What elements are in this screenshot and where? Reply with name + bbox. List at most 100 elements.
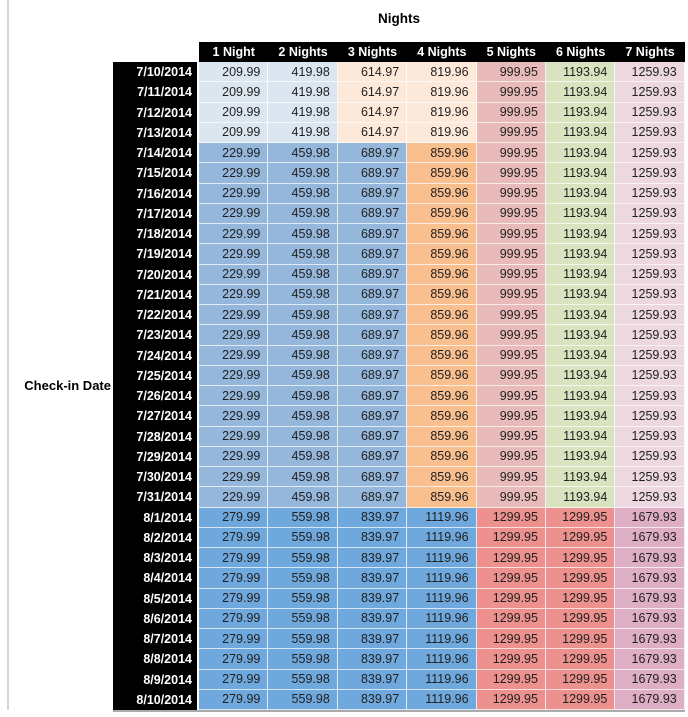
price-cell[interactable]: 859.96 xyxy=(407,305,477,326)
price-cell[interactable]: 1299.95 xyxy=(545,548,616,569)
price-cell[interactable]: 1259.93 xyxy=(615,365,685,386)
price-cell[interactable]: 999.95 xyxy=(476,406,546,427)
price-cell[interactable]: 1193.94 xyxy=(545,122,616,143)
price-cell[interactable]: 859.96 xyxy=(407,446,477,467)
price-cell[interactable]: 1299.95 xyxy=(545,507,616,528)
price-cell[interactable]: 1259.93 xyxy=(615,426,685,447)
price-cell[interactable]: 1259.93 xyxy=(615,284,685,305)
price-cell[interactable]: 999.95 xyxy=(476,284,546,305)
price-cell[interactable]: 1299.95 xyxy=(545,527,616,548)
price-cell[interactable]: 1193.94 xyxy=(545,264,616,285)
price-cell[interactable]: 1119.96 xyxy=(407,629,477,650)
price-cell[interactable]: 999.95 xyxy=(476,102,546,123)
price-cell[interactable]: 999.95 xyxy=(476,82,546,103)
row-header-date[interactable]: 7/14/2014 xyxy=(113,143,199,164)
price-cell[interactable]: 999.95 xyxy=(476,143,546,164)
price-cell[interactable]: 689.97 xyxy=(337,284,408,305)
price-cell[interactable]: 279.99 xyxy=(199,649,269,670)
price-cell[interactable]: 229.99 xyxy=(199,224,269,245)
price-cell[interactable]: 839.97 xyxy=(337,629,408,650)
price-cell[interactable]: 229.99 xyxy=(199,467,269,488)
price-cell[interactable]: 559.98 xyxy=(268,507,338,528)
price-cell[interactable]: 1259.93 xyxy=(615,203,685,224)
price-cell[interactable]: 1679.93 xyxy=(615,629,685,650)
price-cell[interactable]: 1259.93 xyxy=(615,244,685,265)
price-cell[interactable]: 689.97 xyxy=(337,163,408,184)
price-cell[interactable]: 859.96 xyxy=(407,386,477,407)
price-cell[interactable]: 1679.93 xyxy=(615,689,685,710)
row-header-date[interactable]: 7/26/2014 xyxy=(113,386,199,407)
price-cell[interactable]: 229.99 xyxy=(199,203,269,224)
price-cell[interactable]: 459.98 xyxy=(268,406,338,427)
price-cell[interactable]: 459.98 xyxy=(268,467,338,488)
price-cell[interactable]: 459.98 xyxy=(268,345,338,366)
price-cell[interactable]: 1259.93 xyxy=(615,305,685,326)
price-cell[interactable]: 689.97 xyxy=(337,345,408,366)
price-cell[interactable]: 999.95 xyxy=(476,62,546,83)
price-cell[interactable]: 839.97 xyxy=(337,669,408,690)
row-header-date[interactable]: 7/19/2014 xyxy=(113,244,199,265)
price-cell[interactable]: 459.98 xyxy=(268,224,338,245)
price-cell[interactable]: 859.96 xyxy=(407,163,477,184)
price-cell[interactable]: 559.98 xyxy=(268,669,338,690)
price-cell[interactable]: 559.98 xyxy=(268,629,338,650)
price-cell[interactable]: 1193.94 xyxy=(545,406,616,427)
price-cell[interactable]: 1299.95 xyxy=(476,588,546,609)
price-cell[interactable]: 459.98 xyxy=(268,487,338,508)
price-cell[interactable]: 229.99 xyxy=(199,284,269,305)
price-cell[interactable]: 1259.93 xyxy=(615,446,685,467)
column-header-6-nights[interactable]: 6 Nights xyxy=(545,42,616,62)
price-cell[interactable]: 999.95 xyxy=(476,345,546,366)
price-cell[interactable]: 229.99 xyxy=(199,406,269,427)
price-cell[interactable]: 1193.94 xyxy=(545,467,616,488)
price-cell[interactable]: 229.99 xyxy=(199,305,269,326)
price-cell[interactable]: 859.96 xyxy=(407,426,477,447)
price-cell[interactable]: 279.99 xyxy=(199,568,269,589)
price-cell[interactable]: 689.97 xyxy=(337,365,408,386)
price-cell[interactable]: 689.97 xyxy=(337,183,408,204)
price-cell[interactable]: 1299.95 xyxy=(545,608,616,629)
price-cell[interactable]: 209.99 xyxy=(199,82,269,103)
row-header-date[interactable]: 8/7/2014 xyxy=(113,629,199,650)
price-cell[interactable]: 999.95 xyxy=(476,244,546,265)
price-cell[interactable]: 1259.93 xyxy=(615,163,685,184)
price-cell[interactable]: 1299.95 xyxy=(545,649,616,670)
price-cell[interactable]: 999.95 xyxy=(476,426,546,447)
price-cell[interactable]: 1679.93 xyxy=(615,527,685,548)
price-cell[interactable]: 279.99 xyxy=(199,588,269,609)
row-header-date[interactable]: 7/21/2014 xyxy=(113,284,199,305)
price-cell[interactable]: 1299.95 xyxy=(545,568,616,589)
row-header-date[interactable]: 7/25/2014 xyxy=(113,365,199,386)
price-cell[interactable]: 559.98 xyxy=(268,689,338,710)
price-cell[interactable]: 1193.94 xyxy=(545,345,616,366)
price-cell[interactable]: 839.97 xyxy=(337,588,408,609)
price-cell[interactable]: 1299.95 xyxy=(476,689,546,710)
row-header-date[interactable]: 7/24/2014 xyxy=(113,345,199,366)
price-cell[interactable]: 1299.95 xyxy=(476,608,546,629)
price-cell[interactable]: 689.97 xyxy=(337,426,408,447)
price-cell[interactable]: 279.99 xyxy=(199,629,269,650)
price-cell[interactable]: 999.95 xyxy=(476,487,546,508)
price-cell[interactable]: 229.99 xyxy=(199,446,269,467)
price-cell[interactable]: 859.96 xyxy=(407,143,477,164)
price-cell[interactable]: 1193.94 xyxy=(545,325,616,346)
price-cell[interactable]: 689.97 xyxy=(337,325,408,346)
row-header-date[interactable]: 8/1/2014 xyxy=(113,507,199,528)
price-cell[interactable]: 559.98 xyxy=(268,608,338,629)
price-cell[interactable]: 1299.95 xyxy=(476,669,546,690)
price-cell[interactable]: 229.99 xyxy=(199,345,269,366)
price-cell[interactable]: 1193.94 xyxy=(545,143,616,164)
price-cell[interactable]: 1193.94 xyxy=(545,487,616,508)
row-header-date[interactable]: 8/3/2014 xyxy=(113,548,199,569)
price-cell[interactable]: 419.98 xyxy=(268,82,338,103)
price-cell[interactable]: 614.97 xyxy=(337,102,408,123)
price-cell[interactable]: 1259.93 xyxy=(615,345,685,366)
price-cell[interactable]: 839.97 xyxy=(337,527,408,548)
price-cell[interactable]: 279.99 xyxy=(199,548,269,569)
price-cell[interactable]: 1193.94 xyxy=(545,82,616,103)
price-cell[interactable]: 859.96 xyxy=(407,345,477,366)
price-cell[interactable]: 459.98 xyxy=(268,203,338,224)
price-cell[interactable]: 1259.93 xyxy=(615,102,685,123)
price-cell[interactable]: 999.95 xyxy=(476,203,546,224)
price-cell[interactable]: 459.98 xyxy=(268,386,338,407)
